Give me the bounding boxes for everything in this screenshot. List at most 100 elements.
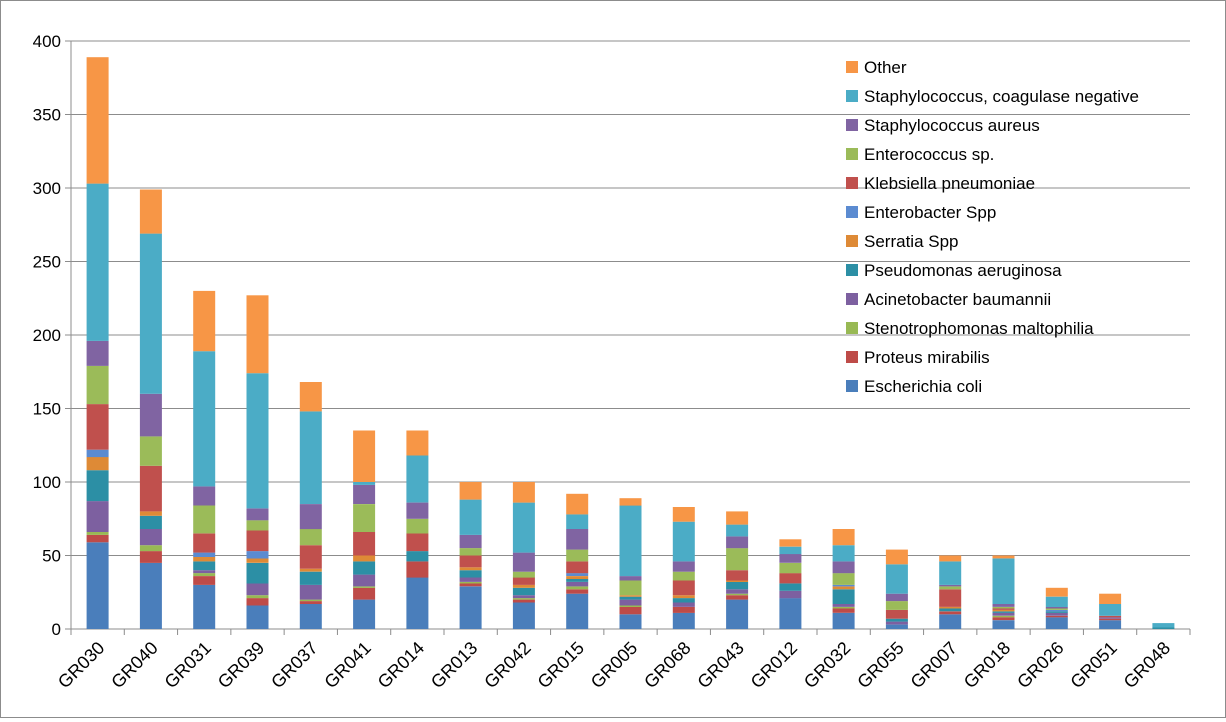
bar-segment [619,505,642,577]
bar-segment [353,599,376,629]
bar-segment [246,562,269,584]
legend-item: Klebsiella pneumoniae [846,174,1035,193]
bar-segment [1099,620,1122,629]
y-tick-label: 0 [52,620,61,639]
bar-segment [832,561,855,574]
bar-segment [299,568,322,572]
bar-segment [566,529,589,550]
legend-item: Pseudomonas aeruginosa [846,261,1062,280]
bar-segment [299,604,322,629]
bar-segment [726,524,749,537]
legend-swatch [846,177,858,189]
x-tick-label: GR055 [853,638,907,692]
bar-segment [459,555,482,568]
bar-segment [353,532,376,556]
bar-segment [299,411,322,504]
bar-segment [1099,617,1122,619]
legend-item: Acinetobacter baumannii [846,290,1051,309]
legend-swatch [846,264,858,276]
bar-segment [885,549,908,565]
bar-segment [299,599,322,602]
bar-segment [672,571,695,581]
bar-segment [139,189,162,234]
bar-segment [86,470,109,502]
bar-segment [566,561,589,574]
bar-segment [139,511,162,516]
legend-label: Enterococcus sp. [864,145,994,164]
bar-segment [566,579,589,582]
bar-segment [246,551,269,559]
bar-segment [832,584,855,587]
bar-segment [193,552,216,557]
bar-segment [459,499,482,535]
bar-segment [939,586,962,590]
bar-segment [353,555,376,562]
bar-segment [992,558,1015,604]
bar-segment [86,534,109,543]
legend-label: Staphylococcus aureus [864,116,1040,135]
bar-segment [139,393,162,437]
bar-segment [86,542,109,629]
y-tick-label: 200 [33,326,61,345]
bar-segment [246,295,269,374]
y-tick-label: 50 [42,547,61,566]
bar-segment [1045,587,1068,597]
bar-segment [406,533,429,552]
bar-segment [193,533,216,553]
legend-label: Other [864,58,907,77]
legend-label: Escherichia coli [864,377,982,396]
bar-segment [992,612,1015,616]
bar-segment [139,529,162,546]
bar-segment [939,584,962,587]
bar-segment [939,611,962,615]
bar-segment [672,561,695,572]
bar-segment [939,608,962,612]
bar-segment [1045,608,1068,610]
x-tick-label: GR051 [1066,638,1120,692]
legend-swatch [846,380,858,392]
bar-segment [672,598,695,603]
bar-segment [1045,611,1068,613]
bar-segment [1045,615,1068,618]
bar-segment [246,373,269,509]
bar-segment [406,455,429,503]
bar-segment [885,601,908,610]
bar-segment [139,545,162,552]
bar-segment [512,584,535,588]
bar-segment [246,595,269,599]
bar-segment [299,529,322,546]
bar-segment [139,465,162,512]
bar-segment [406,577,429,629]
bar-segment [672,607,695,613]
y-tick-label: 250 [33,253,61,272]
bar-segment [512,502,535,553]
bar-segment [992,620,1015,629]
bar-segment [1099,618,1122,621]
x-tick-label: GR007 [907,638,961,692]
bar-segment [779,539,802,547]
bar-segment [246,605,269,629]
bar-segment [992,617,1015,621]
bar-segment [459,482,482,500]
bar-segment [459,586,482,629]
bar-segment [832,573,855,585]
bar-segment [246,520,269,531]
x-tick-labels: GR030GR040GR031GR039GR037GR041GR014GR013… [54,638,1174,692]
bar-segment [885,593,908,602]
legend-swatch [846,90,858,102]
bar-segment [512,602,535,629]
x-tick-label: GR040 [107,638,161,692]
legend-label: Acinetobacter baumannii [864,290,1051,309]
bar-segment [939,589,962,607]
legend-swatch [846,119,858,131]
bar-segment [566,586,589,590]
bar-segment [512,577,535,585]
legend-swatch [846,293,858,305]
bar-segment [566,493,589,515]
bar-segment [885,564,908,594]
bar-segment [992,609,1015,612]
bar-segment [832,607,855,609]
bar-segment [139,515,162,529]
bar-segment [779,562,802,574]
bar-segment [939,555,962,562]
